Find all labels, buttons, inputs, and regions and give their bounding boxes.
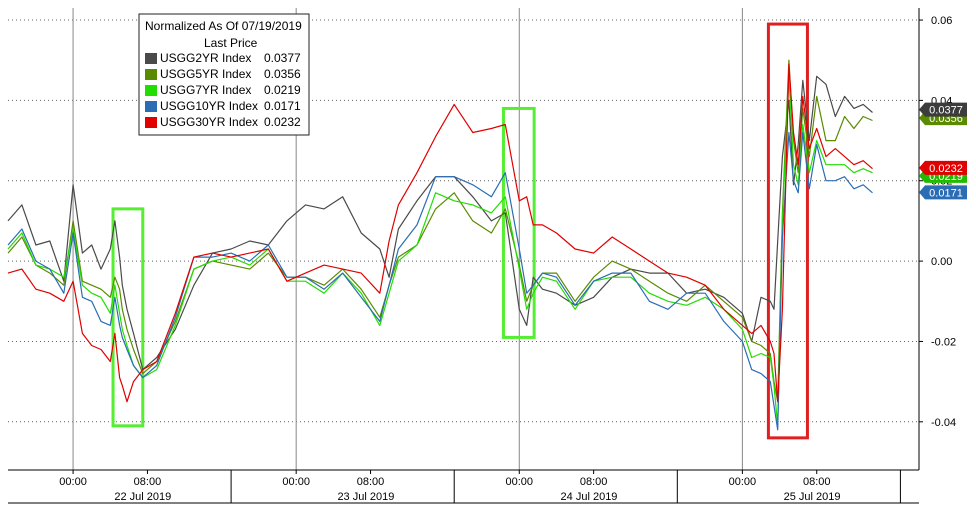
legend-entry-name: USGG10YR Index (160, 99, 258, 113)
x-tick-label: 00:00 (506, 476, 534, 488)
x-tick-label: 08:00 (803, 476, 831, 488)
y-tick-label: -0.04 (931, 417, 956, 429)
x-tick-label: 00:00 (729, 476, 757, 488)
value-badge-label: 0.0232 (929, 163, 963, 175)
x-tick-label: 08:00 (357, 476, 385, 488)
x-tick-label: 08:00 (134, 476, 162, 488)
x-date-label: 23 Jul 2019 (337, 491, 394, 503)
y-tick-label: -0.02 (931, 336, 956, 348)
legend-swatch (145, 53, 157, 64)
legend-entry-name: USGG5YR Index (160, 67, 251, 81)
x-tick-label: 00:00 (282, 476, 310, 488)
series-lines (7, 59, 873, 431)
axes (8, 8, 920, 504)
legend-entry-value: 0.0219 (264, 83, 301, 97)
series-line (7, 75, 873, 427)
y-tick-label: 0.06 (931, 15, 952, 27)
highlight-box (766, 22, 809, 440)
legend-entry-value: 0.0171 (264, 99, 301, 113)
legend-swatch (145, 69, 157, 80)
highlight-boxes (111, 22, 809, 440)
legend-swatch (145, 101, 157, 112)
legend-entries: USGG2YR Index 0.0377 USGG5YR Index 0.0356 US… (145, 51, 301, 129)
legend-entry-name: USGG2YR Index (160, 51, 251, 65)
legend-entry-value: 0.0377 (264, 51, 301, 65)
legend-swatch (145, 117, 157, 128)
x-date-label: 25 Jul 2019 (784, 491, 841, 503)
value-badge-label: 0.0171 (929, 187, 963, 199)
y-tick-label: 0.00 (931, 256, 952, 268)
x-tick-label: 00:00 (59, 476, 87, 488)
x-tick-label: 08:00 (580, 476, 608, 488)
legend-entry-name: USGG30YR Index (160, 115, 258, 129)
legend-swatch (145, 85, 157, 96)
legend-entry-value: 0.0232 (264, 115, 301, 129)
value-badge (919, 185, 967, 200)
x-tick-labels: 00:00 08:00 00:00 08:00 00:00 08:00 00:00 08:00… (59, 470, 901, 503)
x-date-label: 22 Jul 2019 (114, 491, 171, 503)
value-badge (919, 160, 967, 175)
value-badge (919, 102, 967, 117)
x-date-label: 24 Jul 2019 (561, 491, 618, 503)
legend-title: Normalized As Of 07/19/2019 (145, 19, 302, 33)
highlight-box (501, 106, 536, 339)
legend-entry-name: USGG7YR Index (160, 83, 251, 97)
legend-box (138, 13, 310, 136)
legend: Normalized As Of 07/19/2019 Last Price U… (138, 13, 310, 136)
highlight-box (111, 207, 145, 428)
series-line (7, 63, 873, 403)
legend-entry-value: 0.0356 (264, 67, 301, 81)
value-badge-label: 0.0377 (929, 105, 963, 117)
legend-subtitle: Last Price (204, 36, 258, 50)
